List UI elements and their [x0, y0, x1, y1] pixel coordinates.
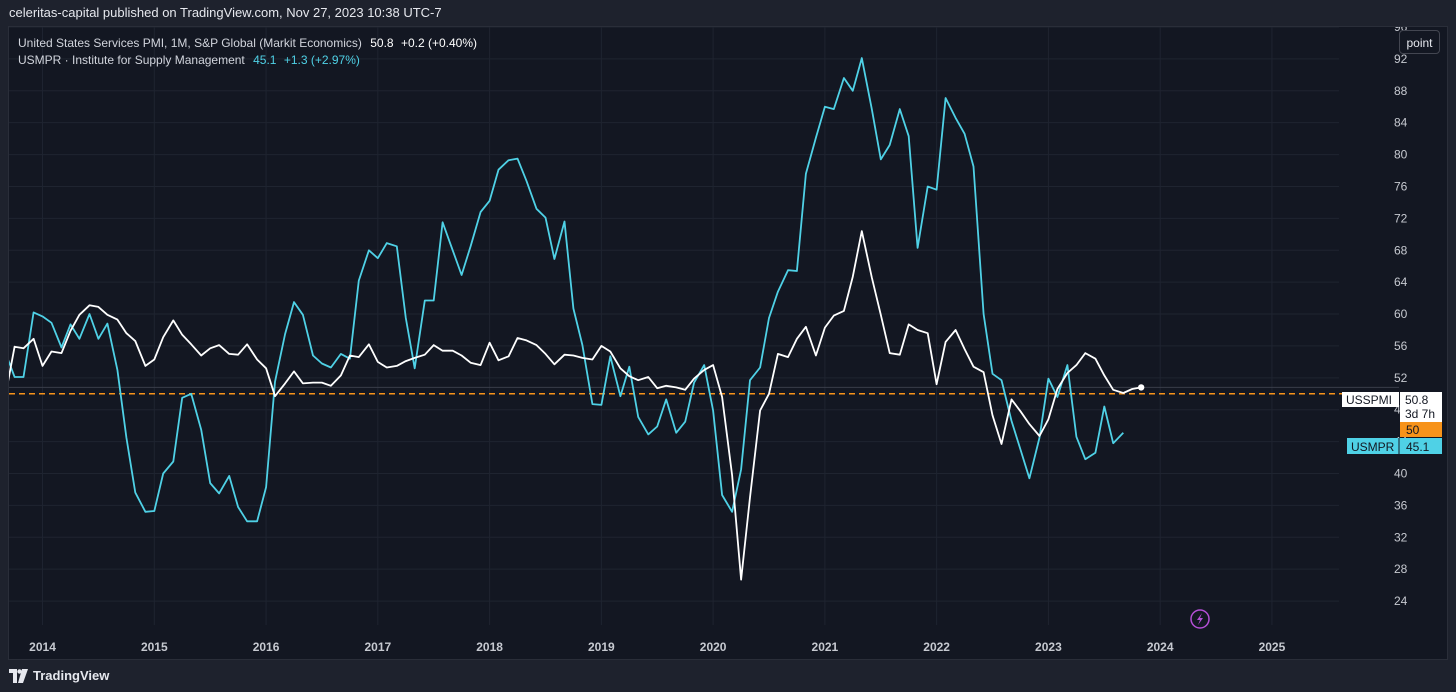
y-tick-label: 36	[1394, 498, 1408, 512]
footer-brand[interactable]: TradingView	[33, 668, 110, 683]
reference-price-label: 50	[1400, 422, 1442, 437]
reference-value-label: 50	[1406, 423, 1420, 437]
x-tick-label: 2024	[1147, 640, 1174, 654]
legend-series2-name: USMPR · Institute for Supply Management	[18, 53, 245, 67]
usmpr-value-label: 45.1	[1406, 440, 1430, 454]
y-axis: 24283236404448525660646872768084889296	[1394, 27, 1408, 608]
y-tick-label: 28	[1394, 562, 1408, 576]
chart-panel[interactable]: 24283236404448525660646872768084889296 2…	[8, 26, 1448, 660]
legend-series1-name: United States Services PMI, 1M, S&P Glob…	[18, 36, 362, 50]
scale-mode-button[interactable]: point	[1399, 30, 1440, 54]
legend-row-usmpr[interactable]: USMPR · Institute for Supply Management …	[18, 52, 477, 69]
y-tick-label: 68	[1394, 243, 1408, 257]
x-tick-label: 2016	[253, 640, 280, 654]
usmpr-price-label: USMPR 45.1	[1347, 438, 1442, 454]
x-tick-label: 2015	[141, 640, 168, 654]
x-tick-label: 2023	[1035, 640, 1062, 654]
y-tick-label: 80	[1394, 148, 1408, 162]
line-chart[interactable]: 24283236404448525660646872768084889296 2…	[9, 27, 1447, 659]
legend: United States Services PMI, 1M, S&P Glob…	[18, 35, 477, 69]
y-tick-label: 72	[1394, 211, 1408, 225]
footer: TradingView	[0, 660, 1456, 692]
usspmi-price-label: USSPMI 50.8 3d 7h	[1342, 392, 1442, 422]
grid	[9, 27, 1339, 625]
series-line-usmpr[interactable]	[9, 57, 1124, 523]
y-tick-label: 64	[1394, 275, 1408, 289]
x-tick-label: 2019	[588, 640, 615, 654]
x-axis: 2014 2015 2016 2017 2018 2019 2020 2021 2022 2023…	[29, 640, 1285, 654]
legend-series1-value: 50.8	[370, 36, 394, 50]
y-tick-label: 56	[1394, 339, 1408, 353]
y-tick-label: 24	[1394, 594, 1408, 608]
y-tick-label: 52	[1394, 371, 1408, 385]
y-tick-label: 60	[1394, 307, 1408, 321]
x-tick-label: 2018	[476, 640, 503, 654]
series-layer	[9, 57, 1145, 581]
y-tick-label: 40	[1394, 467, 1408, 481]
y-tick-label: 32	[1394, 530, 1408, 544]
tradingview-logo-icon[interactable]	[9, 669, 29, 683]
legend-series1-change: +0.2 (+0.40%)	[400, 36, 478, 50]
x-tick-label: 2014	[29, 640, 56, 654]
last-point-usspmi	[1137, 384, 1145, 391]
usspmi-tag: USSPMI	[1346, 393, 1392, 407]
legend-series2-value: 45.1	[253, 53, 277, 67]
x-tick-label: 2017	[364, 640, 391, 654]
usmpr-tag: USMPR	[1351, 440, 1395, 454]
x-tick-label: 2020	[700, 640, 727, 654]
y-tick-label: 84	[1394, 116, 1408, 130]
legend-row-usspmi[interactable]: United States Services PMI, 1M, S&P Glob…	[18, 35, 477, 52]
x-tick-label: 2025	[1259, 640, 1286, 654]
lightning-bolt-icon[interactable]	[1190, 609, 1210, 629]
countdown-label: 3d 7h	[1405, 407, 1435, 421]
usspmi-value-label: 50.8	[1405, 393, 1429, 407]
x-tick-label: 2021	[812, 640, 839, 654]
series-line-usspmi[interactable]	[9, 230, 1142, 581]
y-tick-label: 76	[1394, 179, 1408, 193]
y-tick-label: 92	[1394, 52, 1408, 66]
publisher-line: celeritas-capital published on TradingVi…	[0, 0, 1456, 26]
reference-layer	[9, 386, 1399, 395]
y-tick-label: 88	[1394, 84, 1408, 98]
legend-series2-change: +1.3 (+2.97%)	[283, 53, 360, 67]
x-tick-label: 2022	[923, 640, 950, 654]
